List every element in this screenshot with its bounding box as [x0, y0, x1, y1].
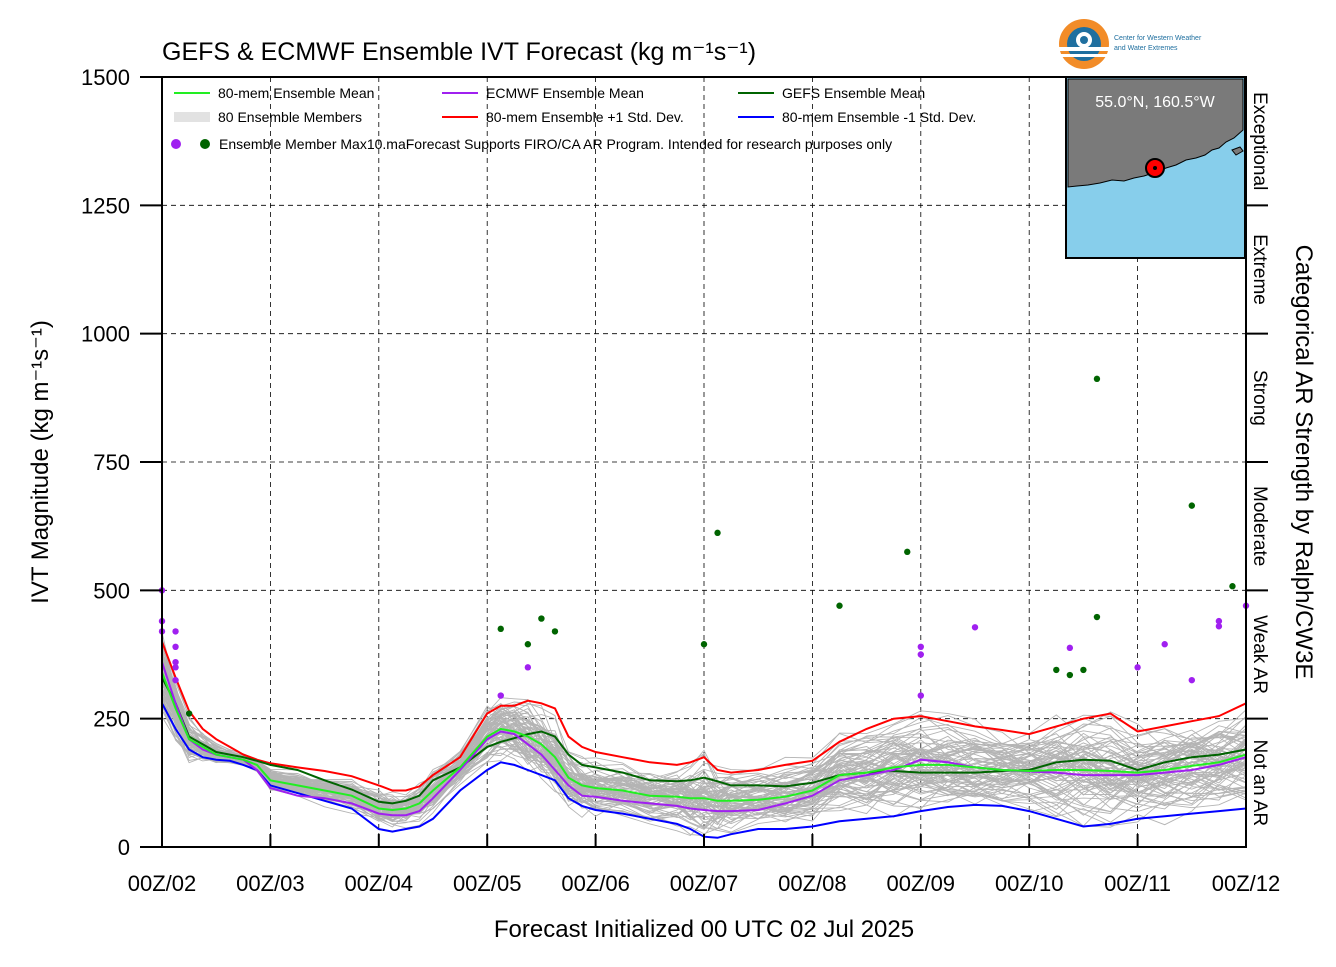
x-tick-label: 00Z/04	[345, 871, 414, 896]
category-label: Exceptional	[1249, 92, 1270, 190]
y-tick-label: 1250	[81, 193, 130, 218]
ensemble-member-line	[161, 694, 1247, 824]
series-line	[161, 641, 1247, 792]
member-max-dot	[538, 615, 545, 622]
member-max-dot	[172, 643, 179, 650]
member-max-dot	[1215, 623, 1223, 630]
member-max-dot	[1188, 676, 1196, 684]
member-max-dot	[1188, 502, 1196, 509]
legend-dot-gefs	[200, 139, 210, 149]
x-tick-label: 00Z/12	[1212, 871, 1281, 896]
category-label: Extreme	[1249, 234, 1270, 305]
member-max-dot	[1053, 666, 1060, 674]
inset-map-location-label: 55.0°N, 160.5°W	[1095, 94, 1215, 111]
member-max-dot	[185, 710, 193, 717]
member-max-dot	[1093, 613, 1101, 621]
y-tick-label: 250	[93, 707, 130, 732]
location-marker-center	[1153, 166, 1157, 170]
member-max-dot	[904, 548, 911, 556]
x-tick-label: 00Z/07	[670, 871, 739, 896]
y-tick-label: 1000	[81, 322, 130, 347]
member-max-dot	[1134, 664, 1141, 671]
member-max-dot	[714, 529, 721, 537]
member-max-dot	[1066, 644, 1074, 652]
x-tick-label: 00Z/09	[887, 871, 956, 896]
member-max-dot	[917, 643, 924, 650]
y-tick-label: 1500	[81, 65, 130, 90]
ensemble-member-line	[161, 696, 1247, 815]
x-axis: 00Z/02 00Z/03 00Z/04 00Z/05 00Z/06 00Z/07 00Z/…	[128, 834, 1281, 896]
legend-dot-ecmwf	[171, 139, 181, 149]
member-max-dot	[497, 625, 504, 633]
inset-map-land	[1067, 78, 1244, 188]
legend-label: 80-mem Ensemble Mean	[218, 85, 374, 101]
member-max-dot	[1080, 666, 1087, 674]
x-tick-label: 00Z/08	[778, 871, 847, 896]
logo-wave-icon	[1059, 47, 1109, 51]
member-max-dot	[917, 692, 924, 699]
member-max-dot	[497, 692, 504, 699]
member-max-dot	[1229, 583, 1236, 590]
series-line	[161, 672, 1247, 812]
member-max-dot	[551, 628, 559, 635]
x-tick-label: 00Z/11	[1104, 871, 1171, 896]
legend-label: 80-mem Ensemble -1 Std. Dev.	[782, 109, 976, 125]
member-max-dot	[917, 651, 924, 658]
member-max-dot	[836, 602, 843, 609]
member-max-dot	[700, 641, 708, 648]
legend-label: ECMWF Ensemble Mean	[486, 85, 644, 101]
logo-wave-icon-2	[1059, 54, 1109, 57]
member-max-dot	[1215, 617, 1223, 625]
category-axis: Not an AR Weak AR Moderate Strong Extreme Exc…	[1246, 92, 1270, 826]
logo-text-line1: Center for Western Weather	[1114, 35, 1202, 42]
member-max-dot	[524, 641, 532, 648]
right-axis-label: Categorical AR Strength by Ralph/CW3E	[1290, 245, 1317, 680]
x-tick-label: 00Z/03	[236, 871, 305, 896]
inset-map: 55.0°N, 160.5°W	[1065, 76, 1246, 259]
legend-label: 80-mem Ensemble +1 Std. Dev.	[486, 109, 684, 125]
series-line	[161, 702, 1247, 839]
ensemble-member-line	[161, 703, 1247, 828]
category-label: Moderate	[1249, 486, 1270, 566]
y-tick-label: 500	[93, 578, 130, 603]
member-max-dot	[172, 664, 179, 671]
y-axis-label: IVT Magnitude (kg m⁻¹s⁻¹)	[27, 320, 54, 604]
y-tick-label: 0	[118, 835, 130, 860]
legend-label-dots: Ensemble Member Max10.maForecast Support…	[219, 136, 892, 152]
chart-title: GEFS & ECMWF Ensemble IVT Forecast (kg m…	[162, 38, 756, 66]
y-axis: 0 250 500 750 1000 1250 1500	[81, 65, 162, 860]
legend-label: GEFS Ensemble Mean	[782, 85, 925, 101]
x-tick-label: 00Z/02	[128, 871, 197, 896]
category-label: Not an AR	[1249, 740, 1270, 827]
member-max-dot	[1093, 375, 1101, 383]
legend: 80-mem Ensemble Mean ECMWF Ensemble Mean G…	[171, 85, 976, 152]
category-label: Strong	[1249, 370, 1270, 426]
inset-map-island	[1231, 146, 1244, 156]
ensemble-members-layer	[161, 631, 1247, 837]
member-max-dots-layer	[158, 375, 1250, 717]
logo-text-line2: and Water Extremes	[1114, 45, 1178, 52]
series-layer	[161, 641, 1247, 839]
y-tick-label: 750	[93, 450, 130, 475]
ensemble-member-line	[161, 674, 1247, 826]
category-label: Weak AR	[1249, 615, 1270, 694]
x-tick-label: 00Z/10	[995, 871, 1064, 896]
member-max-dot	[1161, 641, 1168, 648]
x-tick-label: 00Z/06	[561, 871, 630, 896]
ensemble-member-line	[161, 643, 1247, 799]
legend-label: 80 Ensemble Members	[218, 109, 362, 125]
member-max-dot	[1066, 671, 1074, 679]
x-axis-label: Forecast Initialized 00 UTC 02 Jul 2025	[494, 916, 914, 943]
member-max-dot	[971, 624, 979, 631]
x-tick-label: 00Z/05	[453, 871, 522, 896]
member-max-dot	[172, 659, 179, 666]
cw3e-logo: Center for Western Weather and Water Ext…	[1059, 19, 1202, 69]
member-max-dot	[172, 628, 179, 635]
member-max-dot	[172, 676, 179, 684]
logo-drop-core-icon	[1080, 36, 1088, 44]
member-max-dot	[524, 664, 532, 671]
